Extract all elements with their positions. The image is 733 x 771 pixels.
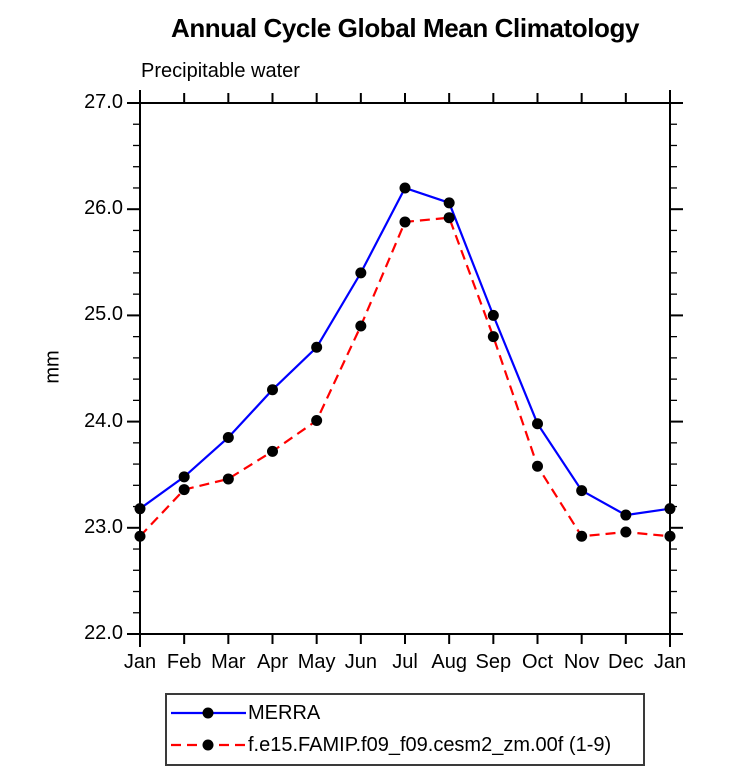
data-point-marker	[134, 530, 146, 542]
y-tick-label: 26.0	[84, 197, 123, 220]
data-point-marker	[487, 309, 499, 321]
x-tick-label: Jan	[123, 651, 157, 673]
x-tick-label: Apr	[256, 651, 289, 673]
x-tick-label: Jan	[653, 651, 687, 673]
data-point-marker	[222, 432, 234, 444]
y-tick-label: 27.0	[84, 91, 123, 113]
data-point-marker	[487, 331, 499, 343]
x-tick-label: Jun	[344, 651, 377, 673]
legend-line-sample-merra	[171, 707, 246, 719]
data-point-marker	[664, 503, 676, 515]
data-point-marker	[222, 473, 234, 485]
y-tick-label: 23.0	[84, 515, 123, 538]
data-point-marker	[178, 484, 190, 496]
legend: MERRA f.e15.FAMIP.f09_f09.cesm2_zm.00f (1…	[165, 693, 645, 766]
data-point-marker	[399, 216, 411, 228]
y-tick-label: 24.0	[84, 409, 123, 432]
y-tick-label: 22.0	[84, 622, 123, 644]
data-point-marker	[355, 267, 367, 279]
x-tick-label: Nov	[563, 651, 600, 673]
x-tick-label: Sep	[475, 651, 512, 673]
data-point-marker	[532, 460, 543, 472]
data-point-marker	[576, 485, 588, 497]
data-point-marker	[620, 526, 632, 538]
data-point-marker	[267, 445, 278, 457]
chart-subtitle: Precipitable water	[141, 60, 300, 82]
data-point-marker	[178, 471, 190, 483]
legend-label: MERRA	[248, 701, 321, 724]
data-point-marker	[134, 503, 146, 515]
data-point-marker	[664, 530, 676, 542]
data-point-marker	[443, 197, 455, 209]
chart-title: Annual Cycle Global Mean Climatology	[170, 13, 640, 43]
data-point-marker	[399, 182, 411, 194]
x-tick-label: Jul	[392, 651, 418, 673]
data-point-marker	[355, 320, 367, 332]
data-point-marker	[620, 509, 632, 521]
merra-line	[139, 186, 671, 517]
legend-label: f.e15.FAMIP.f09_f09.cesm2_zm.00f (1-9)	[248, 733, 612, 756]
data-point-marker	[443, 212, 455, 224]
data-point-marker	[311, 415, 323, 427]
data-point-marker	[267, 384, 278, 396]
x-tick-label: Dec	[608, 651, 644, 673]
x-tick-label: May	[297, 651, 336, 673]
model-line	[139, 216, 671, 538]
data-point-marker	[311, 341, 323, 353]
x-tick-label: Feb	[166, 651, 202, 673]
data-point-marker	[532, 418, 543, 430]
y-tick-label: 25.0	[84, 303, 123, 326]
legend-line-sample-model	[171, 739, 246, 751]
x-tick-label: Oct	[521, 651, 554, 673]
legend-row: f.e15.FAMIP.f09_f09.cesm2_zm.00f (1-9)	[169, 729, 643, 761]
legend-row: MERRA	[169, 697, 643, 729]
x-tick-label: Mar	[211, 651, 246, 673]
x-tick-label: Aug	[431, 651, 467, 673]
data-point-marker	[576, 530, 588, 542]
